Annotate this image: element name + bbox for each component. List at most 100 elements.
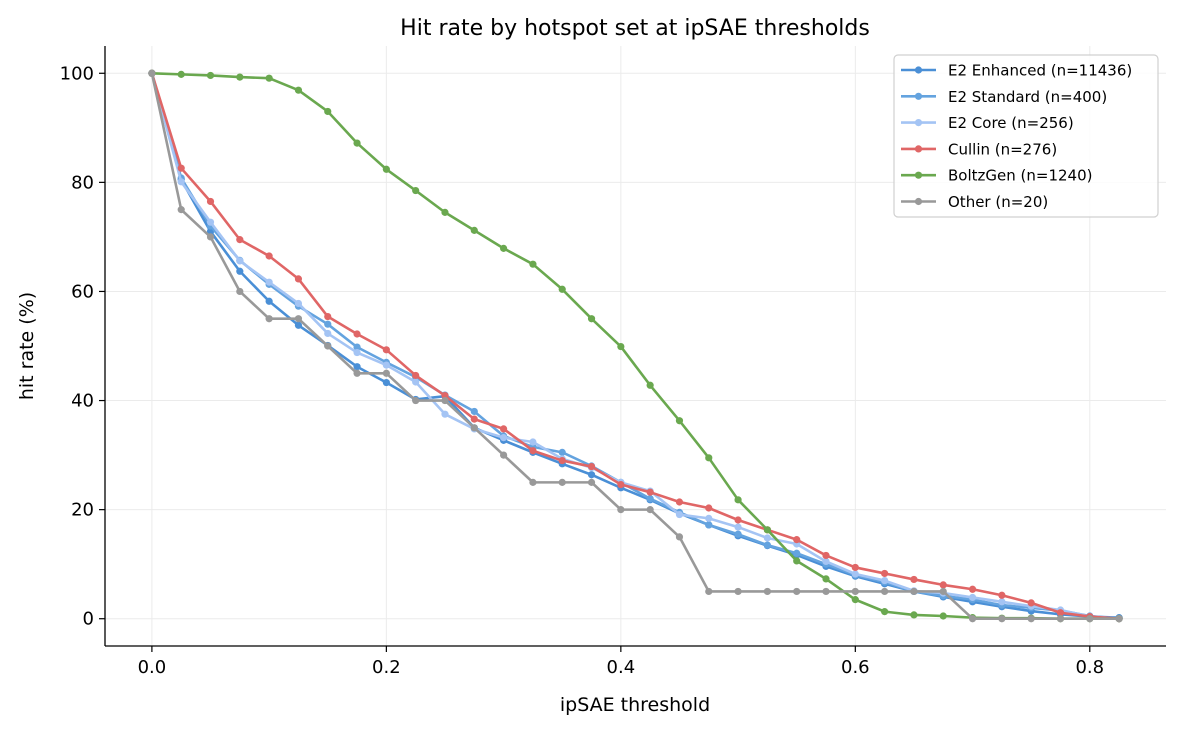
y-tick-label: 40 [71, 391, 94, 412]
data-point [734, 530, 742, 538]
legend-label: BoltzGen (n=1240) [948, 167, 1092, 185]
data-point [441, 208, 449, 216]
data-point [851, 587, 859, 596]
data-point [206, 71, 215, 80]
data-point [910, 611, 918, 619]
data-point [1027, 615, 1035, 623]
series-group [148, 69, 1123, 623]
data-point [646, 488, 654, 496]
data-point [617, 480, 625, 489]
data-point [763, 541, 771, 549]
data-point [1056, 615, 1065, 623]
data-point [353, 330, 361, 338]
data-point [353, 363, 361, 371]
data-point [998, 615, 1006, 623]
series-line [150, 72, 1120, 619]
data-point [851, 563, 859, 572]
data-point [529, 478, 537, 486]
data-point [206, 233, 215, 241]
legend-label: E2 Core (n=256) [948, 114, 1074, 132]
data-point [793, 536, 801, 544]
y-tick-label: 60 [71, 281, 94, 302]
data-point [851, 570, 859, 578]
data-point [646, 495, 654, 503]
series-boltzgen [148, 69, 1123, 623]
data-point [910, 587, 918, 596]
data-point [529, 438, 537, 446]
data-point [412, 396, 420, 405]
data-point [324, 107, 332, 116]
data-point [587, 315, 596, 323]
legend-swatch-marker [914, 92, 923, 100]
data-point [1086, 615, 1094, 623]
data-point [236, 267, 244, 275]
data-point [500, 244, 508, 252]
data-point [177, 178, 185, 186]
data-point [675, 498, 684, 506]
data-point [763, 526, 771, 534]
data-point [236, 73, 244, 81]
data-point [822, 575, 830, 583]
y-tick-label: 100 [60, 63, 94, 84]
data-point [206, 197, 215, 206]
data-point [675, 417, 684, 425]
legend-label: Other (n=20) [948, 193, 1048, 211]
series-line [150, 72, 1120, 621]
data-point [763, 534, 771, 542]
data-point [558, 285, 566, 293]
data-point [646, 506, 654, 514]
legend-swatch-marker [914, 119, 923, 127]
data-point [763, 587, 771, 596]
data-point [734, 523, 742, 531]
data-point [265, 278, 273, 286]
data-point [236, 287, 244, 296]
data-point [500, 425, 508, 433]
data-point [500, 434, 508, 442]
data-point [265, 315, 273, 323]
legend-swatch-marker [914, 171, 923, 179]
data-point [294, 299, 303, 308]
data-point [382, 369, 390, 377]
data-point [851, 596, 859, 604]
x-tick-label: 0.0 [138, 657, 167, 678]
data-point [793, 549, 801, 557]
data-point [587, 471, 596, 479]
data-point [470, 226, 478, 234]
data-point [675, 533, 684, 541]
data-point [822, 587, 830, 596]
x-tick-label: 0.2 [372, 657, 401, 678]
data-point [265, 297, 273, 305]
data-point [968, 585, 977, 593]
legend-label: E2 Enhanced (n=11436) [948, 62, 1132, 80]
data-point [206, 218, 215, 226]
data-point [675, 510, 684, 519]
data-point [646, 381, 654, 389]
data-point [1115, 615, 1123, 623]
x-axis-label: ipSAE threshold [560, 694, 710, 716]
legend-swatch-marker [914, 197, 923, 206]
data-point [324, 312, 332, 321]
data-point [412, 378, 420, 386]
legend-label: Cullin (n=276) [948, 140, 1057, 158]
data-point [441, 410, 449, 418]
data-point [294, 275, 303, 283]
data-point [705, 521, 713, 529]
data-point [265, 252, 273, 260]
axes: 0.0 0.2 0.4 0.6 0.8 0 20 40 60 80 100 [60, 46, 1166, 678]
data-point [382, 165, 390, 173]
series-line [150, 72, 1120, 621]
series-line [150, 72, 1120, 621]
data-point [294, 315, 303, 323]
data-point [353, 369, 361, 377]
data-point [353, 139, 361, 147]
data-point [734, 587, 742, 596]
data-point [939, 612, 947, 620]
legend-label: E2 Standard (n=400) [948, 88, 1107, 106]
data-point [793, 587, 801, 596]
y-axis-label: hit rate (%) [16, 292, 38, 400]
data-point [500, 451, 508, 459]
data-point [382, 346, 390, 354]
legend: E2 Enhanced (n=11436) E2 Standard (n=400)… [893, 54, 1159, 218]
y-tick-label: 20 [71, 500, 94, 521]
